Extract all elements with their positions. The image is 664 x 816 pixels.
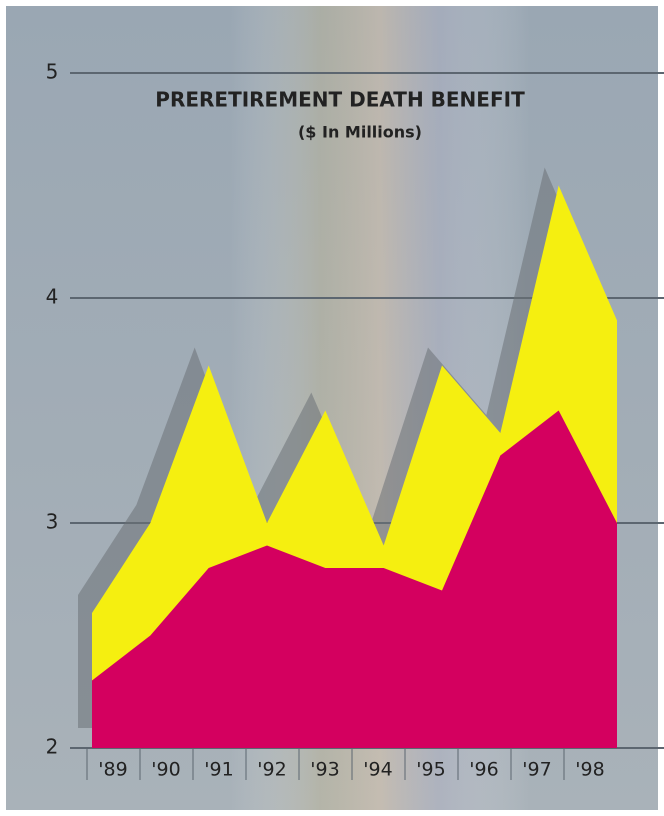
x-tick-label: '96 [469, 759, 498, 781]
chart-subtitle: ($ In Millions) [298, 123, 422, 142]
x-tick-label: '94 [363, 759, 392, 781]
x-tick-label: '95 [416, 759, 445, 781]
x-tick-label: '97 [522, 759, 551, 781]
x-tick-label: '90 [151, 759, 180, 781]
x-tick-label: '98 [575, 759, 604, 781]
x-tick-label: '92 [257, 759, 286, 781]
chart-title: PRERETIREMENT DEATH BENEFIT [155, 88, 525, 112]
area [92, 410, 617, 748]
y-tick-label: 4 [46, 285, 59, 309]
x-tick-label: '93 [310, 759, 339, 781]
y-tick-label: 5 [46, 60, 59, 84]
y-tick-label: 3 [46, 510, 59, 534]
y-tick-label: 2 [46, 735, 59, 759]
x-tick-label: '91 [204, 759, 233, 781]
x-tick-label: '89 [98, 759, 127, 781]
